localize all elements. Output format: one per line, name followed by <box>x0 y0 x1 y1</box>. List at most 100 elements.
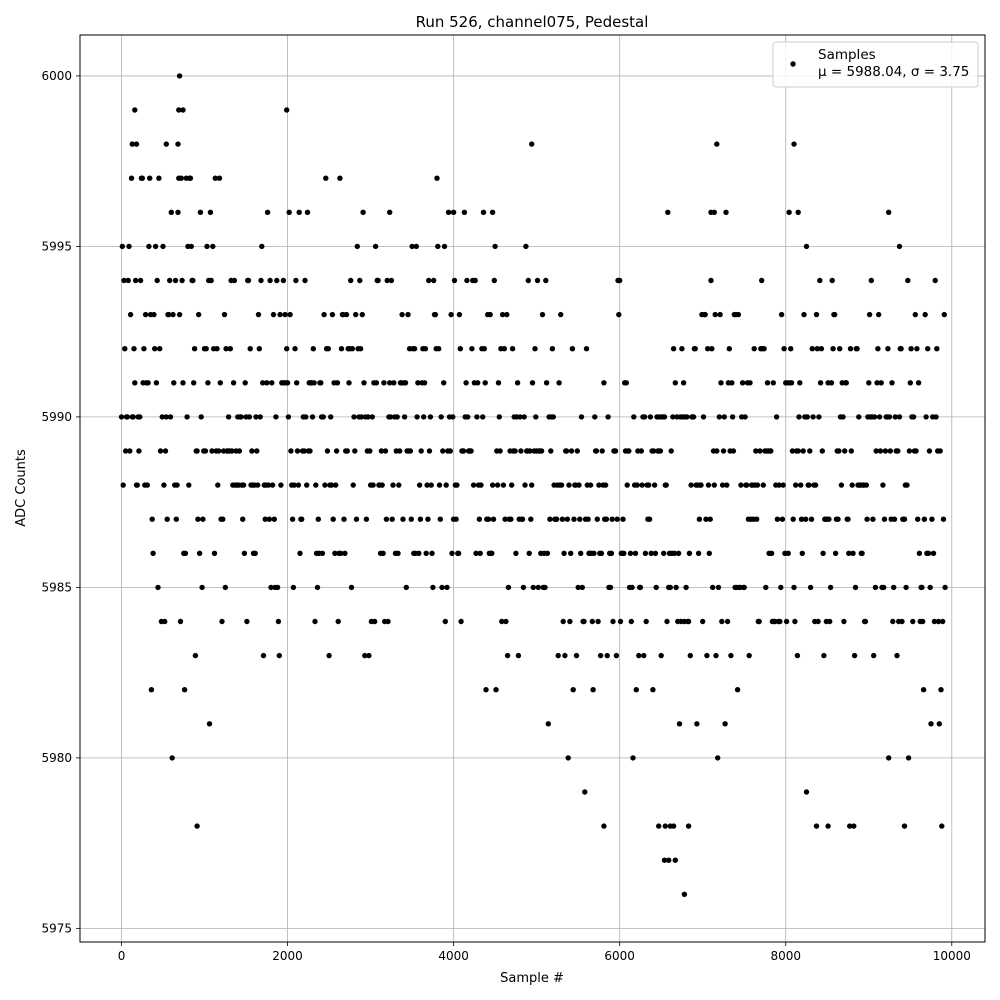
sample-point <box>532 346 538 352</box>
sample-point <box>901 823 908 829</box>
sample-point <box>738 482 744 488</box>
sample-point <box>515 652 522 659</box>
sample-point <box>522 482 528 488</box>
sample-point <box>568 550 574 556</box>
sample-point <box>118 414 125 420</box>
sample-point <box>337 175 343 181</box>
sample-point <box>329 311 336 318</box>
sample-point <box>631 414 637 420</box>
sample-point <box>285 414 292 420</box>
sample-point <box>430 584 436 591</box>
y-axis-title: ADC Counts <box>14 449 29 527</box>
sample-point <box>375 277 381 284</box>
sample-point <box>169 755 175 761</box>
sample-point <box>776 482 782 488</box>
sample-point <box>296 209 302 215</box>
sample-point <box>146 243 152 250</box>
sample-point <box>490 516 497 522</box>
sample-point <box>543 380 550 386</box>
data-points <box>118 73 948 897</box>
plot-frame <box>79 34 986 943</box>
sample-point <box>513 550 519 556</box>
sample-point <box>862 618 869 625</box>
sample-point <box>390 482 396 488</box>
sample-point <box>672 380 678 386</box>
sample-point <box>923 414 929 420</box>
sample-point <box>216 448 222 454</box>
sample-point <box>319 550 326 556</box>
sample-point <box>665 209 671 215</box>
sample-point <box>671 550 678 556</box>
sample-point <box>624 482 630 488</box>
sample-point <box>431 277 437 284</box>
sample-point <box>366 652 372 659</box>
sample-point <box>160 243 166 250</box>
sample-point <box>120 482 126 488</box>
sample-point <box>176 107 182 113</box>
sample-point <box>813 823 820 829</box>
sample-point <box>630 755 636 761</box>
sample-point <box>712 311 718 318</box>
sample-point <box>330 516 336 522</box>
sample-point <box>438 414 444 420</box>
sample-point <box>889 380 895 386</box>
sample-point <box>215 482 221 488</box>
sample-point <box>637 584 644 591</box>
sample-point <box>293 277 299 284</box>
sample-point <box>132 107 138 113</box>
chart-title: Run 526, channel075, Pedestal <box>416 13 649 31</box>
sample-point <box>435 243 441 250</box>
sample-point <box>591 550 597 556</box>
sample-point <box>457 346 463 352</box>
sample-point <box>646 516 653 522</box>
sample-point <box>685 823 692 829</box>
sample-point <box>904 482 910 488</box>
sample-point <box>529 141 535 147</box>
sample-point <box>519 516 526 522</box>
sample-point <box>191 346 198 352</box>
sample-point <box>341 516 347 522</box>
sample-point <box>908 346 914 352</box>
sample-point <box>711 482 717 488</box>
sample-point <box>601 823 607 829</box>
sample-point <box>369 414 375 420</box>
sample-point <box>509 346 516 352</box>
sample-point <box>287 311 293 318</box>
sample-point <box>915 380 922 386</box>
sample-point <box>562 652 568 659</box>
sample-point <box>803 243 810 250</box>
sample-point <box>276 652 282 659</box>
sample-point <box>270 311 277 318</box>
sample-point <box>205 380 211 386</box>
sample-point <box>157 346 163 352</box>
sample-point <box>273 414 279 420</box>
sample-point <box>199 584 205 591</box>
sample-point <box>294 448 301 454</box>
sample-point <box>863 482 869 488</box>
sample-point <box>284 107 290 113</box>
sample-point <box>295 482 302 488</box>
sample-point <box>381 380 387 386</box>
sample-point <box>416 550 422 556</box>
sample-point <box>887 448 893 454</box>
sample-point <box>724 482 730 488</box>
sample-point <box>280 277 287 284</box>
sample-point <box>643 618 649 625</box>
sample-point <box>579 584 585 591</box>
sample-point <box>157 448 164 454</box>
sample-point <box>128 175 135 181</box>
sample-point <box>372 618 378 625</box>
sample-point <box>938 687 944 693</box>
sample-point <box>698 482 704 488</box>
sample-point <box>791 584 797 591</box>
sample-point <box>180 380 186 386</box>
sample-point <box>783 618 790 625</box>
sample-point <box>907 380 913 386</box>
sample-point <box>267 277 273 284</box>
sample-point <box>851 823 857 829</box>
legend-marker <box>790 61 796 67</box>
sample-point <box>941 311 947 318</box>
sample-point <box>795 209 801 215</box>
x-tick-label: 8000 <box>770 949 801 963</box>
x-tick-label: 0 <box>118 949 126 963</box>
